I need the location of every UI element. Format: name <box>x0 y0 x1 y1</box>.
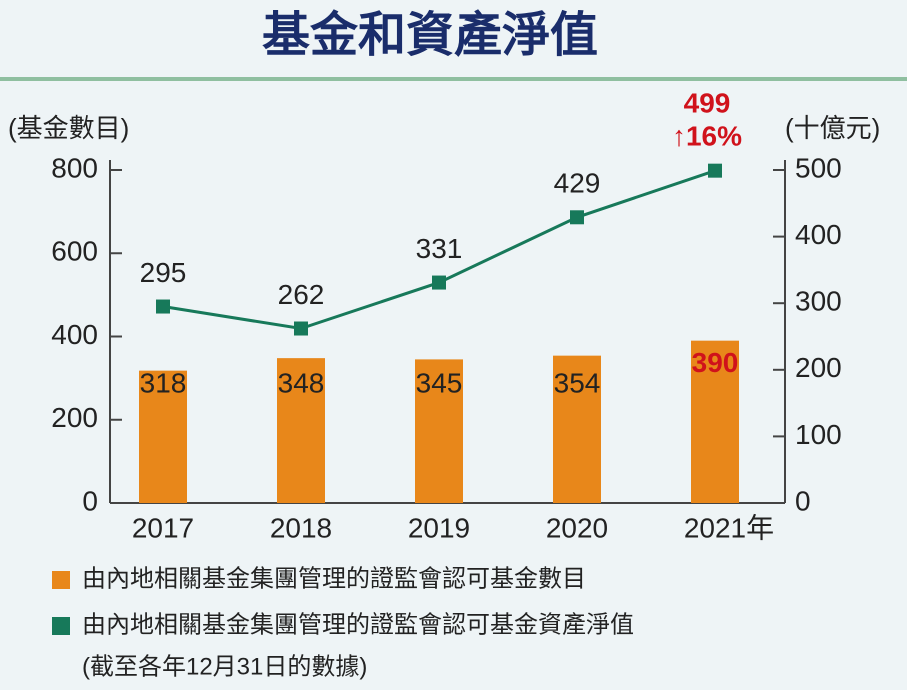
x-tick-label: 2020 <box>546 512 608 543</box>
y2-tick-label: 500 <box>795 152 842 183</box>
line-marker <box>708 163 722 178</box>
legend-label: 由內地相關基金集團管理的證監會認可基金資產淨值 <box>82 611 634 638</box>
x-tick-label: 2021年 <box>684 512 774 543</box>
y2-tick-label: 400 <box>795 219 842 250</box>
bar-value-label: 318 <box>140 367 187 398</box>
line-marker <box>432 275 446 290</box>
y2-tick-label: 300 <box>795 286 842 317</box>
y-tick-label: 400 <box>51 319 98 350</box>
bar <box>553 355 601 503</box>
line-value-label: 331 <box>416 233 463 264</box>
x-tick-label: 2018 <box>270 512 332 543</box>
line-value-label: 295 <box>140 257 187 288</box>
line-value-label: 499 <box>684 87 731 118</box>
bar-value-label: 348 <box>278 367 325 398</box>
legend-swatch <box>52 571 70 589</box>
annotation: ↑16% <box>672 120 742 151</box>
line-marker <box>570 210 584 225</box>
bar-value-label: 390 <box>692 347 739 378</box>
bar-value-label: 354 <box>554 367 601 398</box>
y-tick-label: 0 <box>82 485 98 516</box>
y-tick-label: 800 <box>51 152 98 183</box>
bar <box>277 358 325 503</box>
y-axis-label: (基金數目) <box>8 113 129 143</box>
x-tick-label: 2019 <box>408 512 470 543</box>
note: (截至各年12月31日的數據) <box>82 653 367 680</box>
bar <box>139 370 187 503</box>
y2-tick-label: 200 <box>795 352 842 383</box>
bar <box>415 359 463 503</box>
line-marker <box>156 299 170 314</box>
x-tick-label: 2017 <box>132 512 194 543</box>
bar <box>691 340 739 503</box>
legend-label: 由內地相關基金集團管理的證監會認可基金數目 <box>82 565 586 592</box>
y2-tick-label: 0 <box>795 485 811 516</box>
chart-title: 基金和資產淨值 <box>262 9 598 62</box>
line-value-label: 262 <box>278 279 325 310</box>
legend-swatch <box>52 617 70 635</box>
y-tick-label: 200 <box>51 402 98 433</box>
bar-value-label: 345 <box>416 367 463 398</box>
line-marker <box>294 321 308 336</box>
line-value-label: 429 <box>554 168 601 199</box>
y2-tick-label: 100 <box>795 419 842 450</box>
y2-axis-label: (十億元) <box>785 113 880 143</box>
y-tick-label: 600 <box>51 236 98 267</box>
